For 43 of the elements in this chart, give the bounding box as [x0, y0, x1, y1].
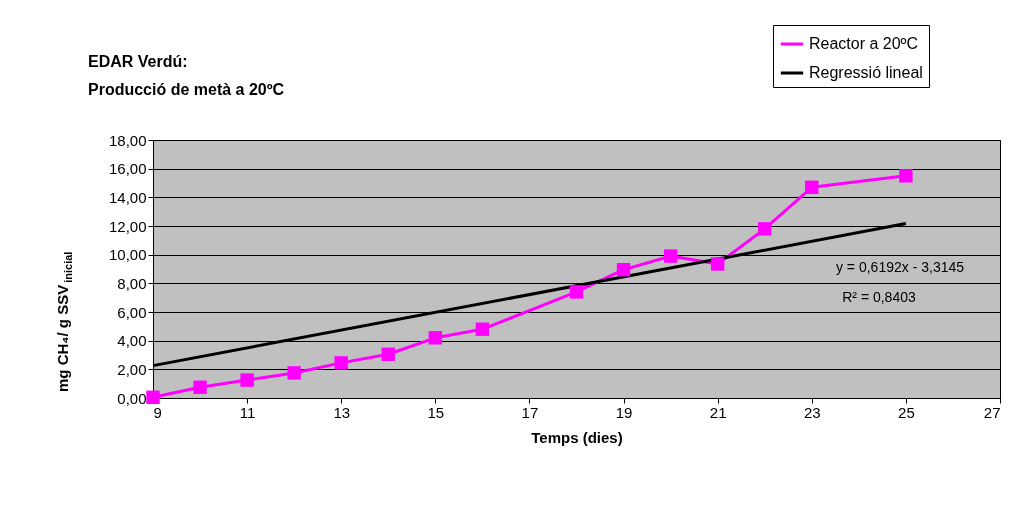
y-tick-label: 14,00: [108, 188, 147, 206]
text: EDAR Verdú:: [88, 53, 188, 70]
annotation: y = 0,6192x - 3,3145: [835, 259, 965, 275]
point: [899, 169, 913, 183]
y-tick-label: 2,00: [117, 360, 147, 378]
y-tick-label: 8,00: [117, 274, 147, 292]
y-tick-label: 10,00: [108, 246, 147, 264]
point: [663, 249, 678, 263]
point: [805, 180, 819, 195]
point: [146, 390, 160, 404]
y-tick-label: 18,00: [108, 131, 147, 149]
point: [758, 222, 772, 236]
x-tick-label: 21: [709, 403, 727, 421]
point: [240, 373, 254, 387]
x-tick-label: 27: [983, 403, 1001, 421]
point: [193, 380, 207, 394]
x-tick-label: 11: [239, 403, 256, 421]
legend-label: Regressió lineal: [809, 64, 923, 81]
x-tick-label: 13: [333, 403, 351, 421]
point: [475, 322, 490, 336]
x-tick-label: 15: [427, 403, 445, 421]
x-axis-title: Temps (dies): [531, 428, 623, 446]
y-tick-label: 6,00: [117, 303, 147, 321]
y-tick-label: 12,00: [108, 217, 147, 235]
y-axis-title: mg CH₄/ g SSVinicial: [54, 251, 74, 392]
x-tick-label: 9: [153, 403, 162, 421]
legend-label: Reactor a 20ºC: [809, 35, 919, 52]
point: [569, 285, 584, 299]
x-tick-label: 25: [898, 403, 915, 421]
point: [287, 366, 301, 380]
point: [616, 263, 631, 277]
y-tick-label: 4,00: [117, 332, 147, 350]
y-tick-label: 16,00: [108, 160, 147, 178]
x-tick-label: 17: [521, 403, 539, 421]
x-tick-label: 19: [615, 403, 633, 421]
y-tick-label: 0,00: [117, 389, 147, 407]
text: Producció de metà a 20ºC: [88, 81, 285, 98]
point: [381, 347, 395, 361]
x-tick-label: 23: [803, 403, 821, 421]
annotation: R² = 0,8403: [842, 289, 916, 305]
point: [710, 257, 725, 271]
point: [428, 331, 443, 345]
point: [334, 356, 348, 370]
